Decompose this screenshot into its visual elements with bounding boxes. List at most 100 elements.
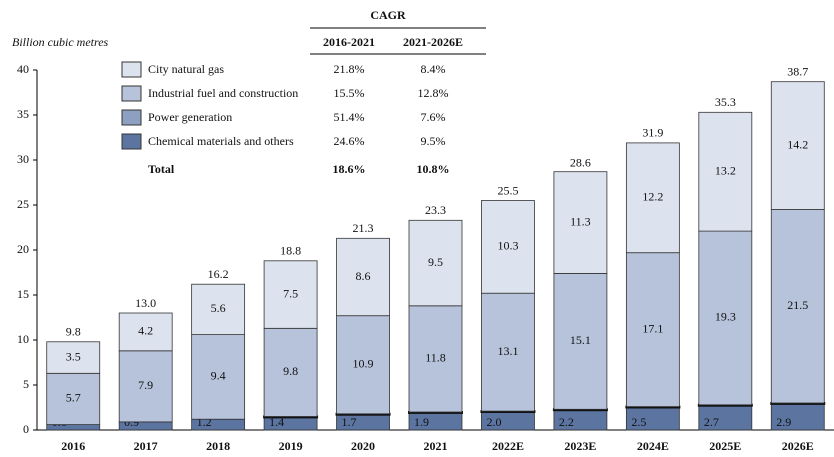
bar-segment xyxy=(408,219,463,307)
label-box xyxy=(266,417,287,429)
data-label: 17.1 xyxy=(642,321,663,335)
bar-segment xyxy=(118,312,173,352)
x-tick-label: 2019 xyxy=(279,439,303,453)
data-label: 19.3 xyxy=(715,310,736,324)
bar-segment xyxy=(770,81,825,210)
cagr-value: 7.6% xyxy=(421,110,446,124)
cagr-value: 15.5% xyxy=(334,86,365,100)
data-label: 5.7 xyxy=(66,391,81,405)
cagr-value: 51.4% xyxy=(334,110,365,124)
data-label: 13.2 xyxy=(715,163,736,177)
legend-swatch xyxy=(121,133,142,150)
data-label: 1.7 xyxy=(342,415,357,429)
total-label: Total xyxy=(148,162,175,176)
total-cagr: 18.6% xyxy=(333,162,366,176)
bar-segment xyxy=(263,260,318,329)
legend-label: Industrial fuel and construction xyxy=(148,86,298,100)
x-tick-label: 2021 xyxy=(424,439,448,453)
cagr-value: 12.8% xyxy=(418,86,449,100)
bar-segment xyxy=(481,292,535,412)
x-tick-label: 2026E xyxy=(782,439,814,453)
y-tick-label: 20 xyxy=(17,242,29,256)
total-label: 35.3 xyxy=(715,95,736,109)
data-label: 2.7 xyxy=(704,415,719,429)
bar-segment xyxy=(770,209,825,404)
bar-segment xyxy=(625,142,680,254)
data-label: 14.2 xyxy=(787,137,808,151)
bar-segment xyxy=(263,327,318,417)
legend-label: Power generation xyxy=(148,110,232,124)
x-tick-label: 2022E xyxy=(492,439,524,453)
bar-segment xyxy=(481,200,535,294)
data-label: 2.5 xyxy=(631,415,646,429)
bar-segment xyxy=(118,350,173,423)
x-tick-label: 2023E xyxy=(564,439,596,453)
data-label: 1.9 xyxy=(414,415,429,429)
x-tick-label: 2024E xyxy=(637,439,669,453)
y-tick-label: 35 xyxy=(17,107,29,121)
bar-segment xyxy=(698,111,753,232)
bar-segment xyxy=(336,237,390,317)
total-label: 31.9 xyxy=(642,126,663,140)
data-label: 9.5 xyxy=(428,255,443,269)
data-label: 9.8 xyxy=(283,364,298,378)
y-tick-label: 0 xyxy=(23,422,29,436)
data-label: 3.5 xyxy=(66,349,81,363)
data-label: 2.9 xyxy=(776,415,791,429)
data-label: 10.9 xyxy=(353,357,374,371)
legend-swatch xyxy=(121,85,142,102)
x-tick-label: 2017 xyxy=(134,439,158,453)
data-label: 10.3 xyxy=(497,239,518,253)
data-label: 12.2 xyxy=(642,190,663,204)
x-tick-label: 2020 xyxy=(351,439,375,453)
total-label: 13.0 xyxy=(135,296,156,310)
data-label: 11.8 xyxy=(425,351,446,365)
data-label: 11.3 xyxy=(570,214,591,228)
total-label: 18.8 xyxy=(280,244,301,258)
data-label: 7.9 xyxy=(138,378,153,392)
bar-segment xyxy=(698,230,753,406)
data-label: 7.5 xyxy=(283,286,298,300)
label-box xyxy=(628,417,649,429)
total-label: 21.3 xyxy=(353,221,374,235)
bar-segment xyxy=(46,372,101,425)
data-label: 13.1 xyxy=(497,344,518,358)
bar-segment xyxy=(408,305,463,413)
data-label: 5.6 xyxy=(211,301,226,315)
data-label: 2.0 xyxy=(486,415,501,429)
total-cagr: 10.8% xyxy=(417,162,450,176)
legend-swatch xyxy=(121,61,142,78)
cagr-title: CAGR xyxy=(370,8,406,22)
total-label: 16.2 xyxy=(208,267,229,281)
label-box xyxy=(773,417,794,429)
total-label: 25.5 xyxy=(497,183,518,197)
y-tick-label: 30 xyxy=(17,152,29,166)
label-box xyxy=(556,417,577,429)
data-label: 9.4 xyxy=(211,369,226,383)
legend-label: Chemical materials and others xyxy=(148,134,294,148)
label-box xyxy=(194,417,215,429)
y-tick-label: 25 xyxy=(17,197,29,211)
label-box xyxy=(483,417,504,429)
cagr-value: 21.8% xyxy=(334,62,365,76)
data-label: 4.2 xyxy=(138,324,153,338)
y-axis-label: Billion cubic metres xyxy=(12,35,109,49)
cagr-value: 24.6% xyxy=(334,134,365,148)
y-tick-label: 40 xyxy=(17,62,29,76)
y-tick-label: 10 xyxy=(17,332,29,346)
total-label: 23.3 xyxy=(425,203,446,217)
cagr-value: 9.5% xyxy=(421,134,446,148)
bar-segment xyxy=(553,171,608,274)
x-tick-label: 2016 xyxy=(61,439,85,453)
bar-segment xyxy=(191,334,246,420)
data-label: 21.5 xyxy=(787,298,808,312)
data-label: 2.2 xyxy=(559,415,574,429)
y-tick-label: 15 xyxy=(17,287,29,301)
label-box xyxy=(411,417,432,429)
label-box xyxy=(701,417,722,429)
bar-segment xyxy=(191,283,246,336)
y-tick-label: 5 xyxy=(23,377,29,391)
cagr-value: 8.4% xyxy=(421,62,446,76)
data-label: 15.1 xyxy=(570,333,591,347)
